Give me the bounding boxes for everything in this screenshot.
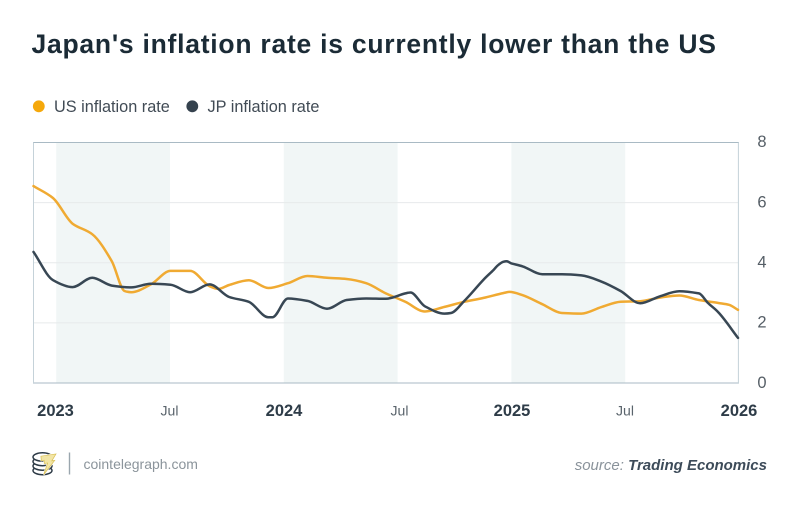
svg-text:2: 2 <box>757 314 766 332</box>
svg-text:JP inflation rate: JP inflation rate <box>208 98 320 116</box>
svg-text:Jul: Jul <box>391 403 409 419</box>
svg-text:6: 6 <box>757 193 766 211</box>
svg-text:2025: 2025 <box>494 402 531 420</box>
svg-text:0: 0 <box>757 374 766 392</box>
svg-text:cointelegraph.com: cointelegraph.com <box>84 456 198 472</box>
svg-text:2026: 2026 <box>721 402 758 420</box>
svg-text:2024: 2024 <box>266 402 304 420</box>
svg-text:US inflation rate: US inflation rate <box>54 98 170 116</box>
svg-text:Jul: Jul <box>616 403 634 419</box>
svg-text:8: 8 <box>757 133 766 151</box>
svg-text:2023: 2023 <box>37 402 74 420</box>
svg-text:Japan's inflation rate is curr: Japan's inflation rate is currently lowe… <box>32 29 717 59</box>
svg-text:source: Trading Economics: source: Trading Economics <box>575 457 767 474</box>
svg-text:4: 4 <box>757 254 766 272</box>
svg-text:Jul: Jul <box>161 403 179 419</box>
